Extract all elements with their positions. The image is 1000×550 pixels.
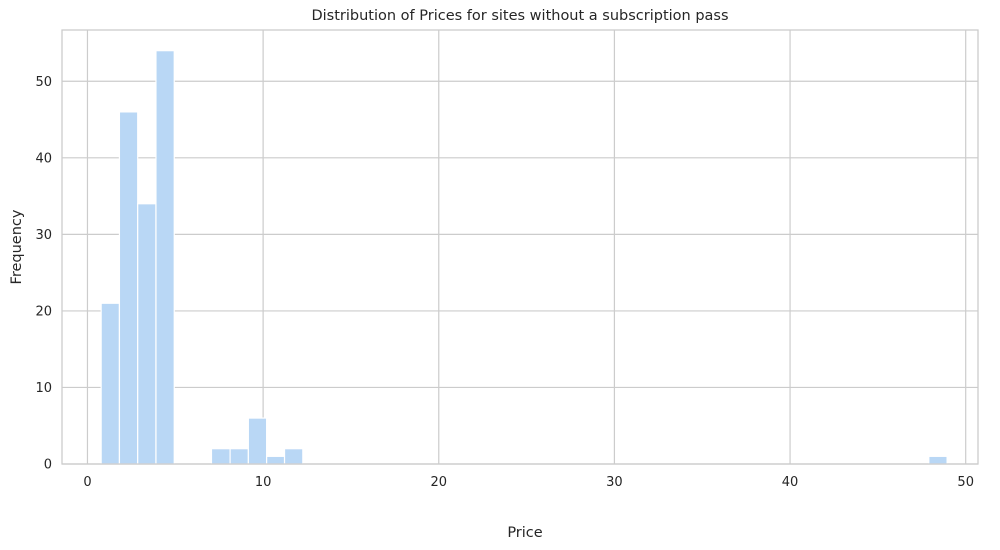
x-tick-label: 40 <box>782 475 799 490</box>
x-tick-labels: 0 10 20 30 40 50 <box>83 475 974 490</box>
histogram-bar <box>229 448 249 465</box>
y-tick-label: 20 <box>35 304 52 319</box>
histogram-bar <box>210 448 231 465</box>
chart-title: Distribution of Prices for sites without… <box>311 8 728 24</box>
bars <box>100 50 948 465</box>
y-tick-label: 50 <box>35 75 52 90</box>
histogram-bar <box>100 302 121 465</box>
x-axis-label: Price <box>507 525 542 541</box>
x-tick-label: 20 <box>430 475 447 490</box>
histogram-bar <box>266 455 286 465</box>
histogram-bar <box>155 50 175 465</box>
x-tick-label: 0 <box>83 475 91 490</box>
histogram-bar <box>137 203 157 465</box>
y-axis-label: Frequency <box>9 209 25 284</box>
y-tick-label: 10 <box>35 381 52 396</box>
x-tick-label: 50 <box>957 475 974 490</box>
x-tick-label: 10 <box>255 475 272 490</box>
plot-frame <box>61 29 979 465</box>
histogram-bar <box>118 111 139 465</box>
y-tick-labels: 0 10 20 30 40 50 <box>35 75 52 473</box>
histogram-bar <box>283 448 304 465</box>
y-tick-label: 30 <box>35 228 52 243</box>
x-tick-label: 30 <box>606 475 623 490</box>
grid-lines <box>62 30 978 465</box>
histogram-bar <box>247 417 268 465</box>
y-tick-label: 40 <box>35 151 52 166</box>
y-tick-label: 0 <box>44 458 52 473</box>
histogram-bar <box>928 455 948 465</box>
